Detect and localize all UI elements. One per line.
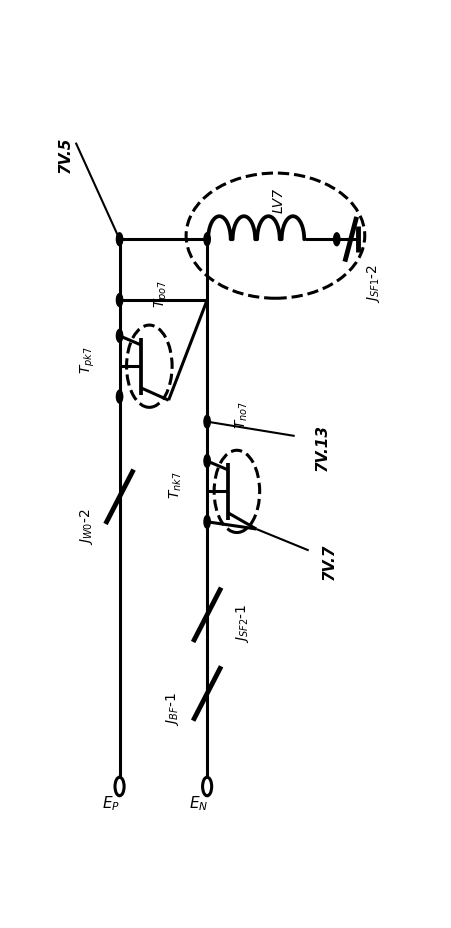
Text: $T_{po7}$: $T_{po7}$: [152, 279, 170, 307]
Text: $T_{nk7}$: $T_{nk7}$: [167, 470, 184, 498]
Circle shape: [203, 416, 210, 429]
Text: 7V.7: 7V.7: [322, 544, 336, 580]
Text: 7V.5: 7V.5: [58, 136, 73, 173]
Text: 7V.13: 7V.13: [314, 424, 330, 470]
Text: $J_{SF2}$-1: $J_{SF2}$-1: [233, 602, 250, 642]
Circle shape: [116, 330, 122, 342]
Circle shape: [203, 455, 210, 468]
Circle shape: [333, 234, 339, 247]
Text: $E_P$: $E_P$: [101, 793, 120, 812]
Text: $J_{W0}$-2: $J_{W0}$-2: [78, 508, 95, 544]
Text: $E_N$: $E_N$: [189, 793, 207, 812]
Text: LV7: LV7: [272, 188, 285, 213]
Circle shape: [203, 516, 210, 529]
Text: $T_{pk7}$: $T_{pk7}$: [79, 346, 97, 373]
Circle shape: [203, 234, 210, 247]
Text: $J_{SF1}$-2: $J_{SF1}$-2: [364, 264, 381, 303]
Circle shape: [116, 294, 122, 307]
Circle shape: [116, 391, 122, 404]
Text: $J_{BF}$-1: $J_{BF}$-1: [163, 691, 180, 725]
Circle shape: [116, 234, 122, 247]
Text: $T_{no7}$: $T_{no7}$: [234, 401, 250, 429]
